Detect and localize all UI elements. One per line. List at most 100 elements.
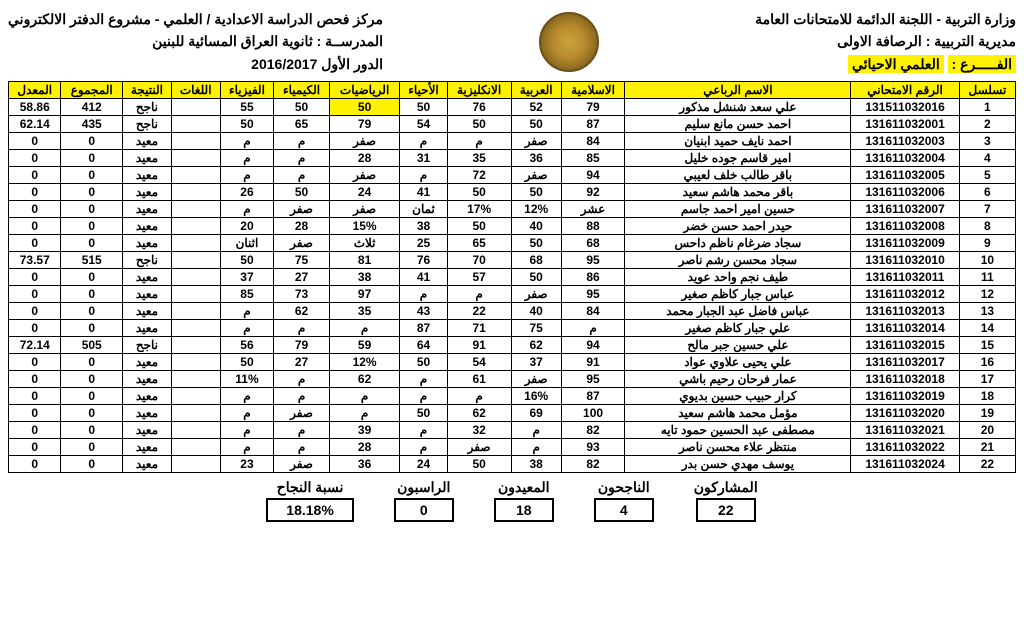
center-line: مركز فحص الدراسة الاعدادية / العلمي - مش… <box>8 8 383 30</box>
logo-emblem <box>539 12 599 72</box>
col-header: الاسلامية <box>561 82 625 99</box>
cell: 27 <box>274 354 329 371</box>
cell: م <box>400 133 447 150</box>
cell: 131611032020 <box>851 405 959 422</box>
cell <box>171 439 220 456</box>
cell: 0 <box>9 354 61 371</box>
cell: 17 <box>959 371 1015 388</box>
cell: 0 <box>9 269 61 286</box>
cell: 57 <box>447 269 511 286</box>
cell <box>171 456 220 473</box>
cell: 0 <box>9 456 61 473</box>
cell: 81 <box>329 252 400 269</box>
cell: 43 <box>400 303 447 320</box>
cell: صفر <box>511 371 561 388</box>
cell: 56 <box>220 337 274 354</box>
cell: 82 <box>561 422 625 439</box>
cell: 0 <box>61 133 122 150</box>
cell: 28 <box>329 439 400 456</box>
cell: 40 <box>511 218 561 235</box>
cell: 50 <box>220 252 274 269</box>
cell: 28 <box>329 150 400 167</box>
cell: 32 <box>447 422 511 439</box>
cell: 0 <box>61 201 122 218</box>
cell: صفر <box>447 439 511 456</box>
cell: 0 <box>9 184 61 201</box>
cell: 76 <box>400 252 447 269</box>
cell: 50 <box>511 235 561 252</box>
cell: 100 <box>561 405 625 422</box>
col-header: الأحياء <box>400 82 447 99</box>
cell: 52 <box>511 99 561 116</box>
cell: 97 <box>329 286 400 303</box>
cell: 0 <box>61 303 122 320</box>
cell: 131611032022 <box>851 439 959 456</box>
cell: 72 <box>447 167 511 184</box>
cell: م <box>447 388 511 405</box>
cell: 131611032011 <box>851 269 959 286</box>
branch-line: الفـــــرع : العلمي الاحيائي <box>755 53 1016 75</box>
col-header: الاسم الرباعي <box>625 82 851 99</box>
cell: 79 <box>274 337 329 354</box>
table-row: 5131611032005باقر طالب خلف لعيبي94صفر72م… <box>9 167 1016 184</box>
cell: 131611032015 <box>851 337 959 354</box>
cell: 68 <box>511 252 561 269</box>
cell: معيد <box>122 422 171 439</box>
cell: 505 <box>61 337 122 354</box>
cell: 15 <box>959 337 1015 354</box>
cell: م <box>400 371 447 388</box>
cell: م <box>220 422 274 439</box>
cell: 37 <box>511 354 561 371</box>
cell: 95 <box>561 286 625 303</box>
cell: 85 <box>220 286 274 303</box>
cell: 36 <box>511 150 561 167</box>
cell: 40 <box>511 303 561 320</box>
col-header: تسلسل <box>959 82 1015 99</box>
cell: 10 <box>959 252 1015 269</box>
cell: 75 <box>511 320 561 337</box>
cell: 2 <box>959 116 1015 133</box>
cell: م <box>274 371 329 388</box>
cell: 16 <box>959 354 1015 371</box>
table-row: 6131611032006باقر محمد هاشم سعيد92505041… <box>9 184 1016 201</box>
cell: صفر <box>329 133 400 150</box>
summary-label: المشاركون <box>694 479 758 496</box>
cell: 41 <box>400 184 447 201</box>
table-row: 3131611032003احمد نايف حميد ابنيان84صفرم… <box>9 133 1016 150</box>
cell: معيد <box>122 184 171 201</box>
cell: 72.14 <box>9 337 61 354</box>
cell: معيد <box>122 405 171 422</box>
cell: امير قاسم جوده خليل <box>625 150 851 167</box>
cell: معيد <box>122 218 171 235</box>
cell: 38 <box>329 269 400 286</box>
table-row: 20131611032021مصطفى عبد الحسين حمود تايه… <box>9 422 1016 439</box>
col-header: اللغات <box>171 82 220 99</box>
cell: 27 <box>274 269 329 286</box>
table-row: 4131611032004امير قاسم جوده خليل85363531… <box>9 150 1016 167</box>
table-row: 8131611032008حيدر احمد حسن خضر8840503815… <box>9 218 1016 235</box>
cell: 50 <box>220 116 274 133</box>
header-right: وزارة التربية - اللجنة الدائمة للامتحانا… <box>755 8 1016 75</box>
cell: معيد <box>122 388 171 405</box>
cell: 0 <box>9 167 61 184</box>
cell: م <box>220 405 274 422</box>
cell: 0 <box>9 371 61 388</box>
cell: م <box>274 439 329 456</box>
cell: 11% <box>220 371 274 388</box>
cell: 131611032008 <box>851 218 959 235</box>
cell: 131611032009 <box>851 235 959 252</box>
cell: مصطفى عبد الحسين حمود تايه <box>625 422 851 439</box>
table-header-row: تسلسلالرقم الامتحانيالاسم الرباعيالاسلام… <box>9 82 1016 99</box>
summary-value: 22 <box>696 498 756 522</box>
cell: سجاد ضرغام ناظم داحس <box>625 235 851 252</box>
cell <box>171 150 220 167</box>
cell: حسين امير احمد جاسم <box>625 201 851 218</box>
cell: 87 <box>400 320 447 337</box>
cell: صفر <box>329 167 400 184</box>
cell: 0 <box>9 235 61 252</box>
cell: عباس فاضل عبد الجبار محمد <box>625 303 851 320</box>
table-row: 19131611032020مؤمل محمد هاشم سعيد1006962… <box>9 405 1016 422</box>
cell: علي حسين جبر مالح <box>625 337 851 354</box>
cell: 50 <box>274 184 329 201</box>
cell: علي جبار كاظم صغير <box>625 320 851 337</box>
